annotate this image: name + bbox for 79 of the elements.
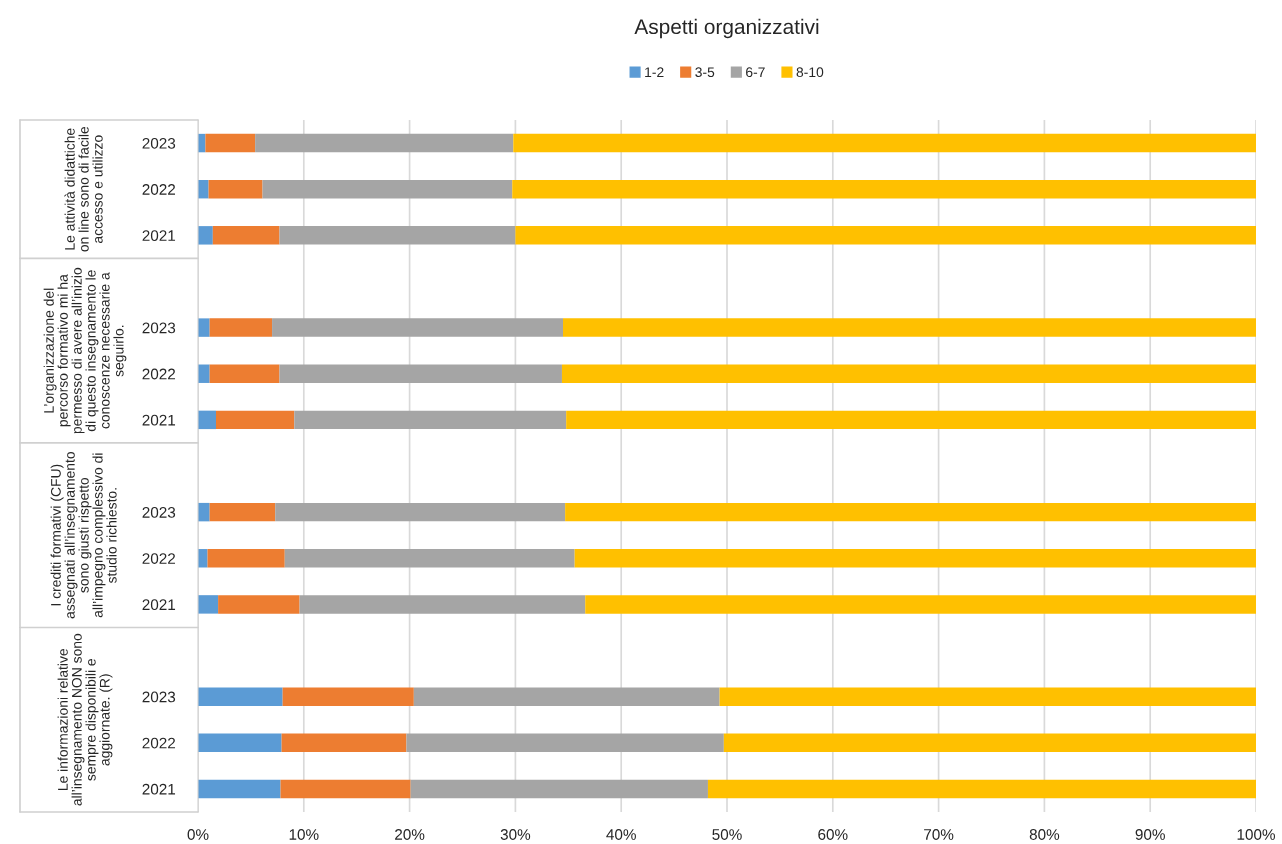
x-tick-label: 0% xyxy=(187,829,209,840)
legend-label: 1-2 xyxy=(645,67,664,77)
chart-title: Aspetti organizzativi xyxy=(634,18,819,39)
bar xyxy=(198,733,282,753)
y-tick-label: 2021 xyxy=(142,783,176,795)
x-tick-label: 20% xyxy=(395,829,425,840)
legend-label: 3-5 xyxy=(695,67,715,78)
bar xyxy=(561,364,1256,383)
legend-label: 8-10 xyxy=(796,67,824,78)
x-tick-label: 100% xyxy=(1237,829,1275,840)
bar xyxy=(209,502,276,522)
bar xyxy=(255,133,514,153)
y-tick-label: 2021 xyxy=(142,414,176,426)
text: I crediti formativi (CFU) assegnati all’insegnamento sono giusti rispetto all’impegno complessivo di studio richiesto. xyxy=(50,452,117,619)
y-tick-label: 2022 xyxy=(142,553,176,564)
x-tick-label: 60% xyxy=(818,829,848,840)
y-tick-label: 2022 xyxy=(142,737,176,749)
bar xyxy=(198,595,219,614)
bar xyxy=(566,410,1256,430)
bar xyxy=(262,179,513,199)
bar xyxy=(198,364,210,383)
bar xyxy=(215,410,295,430)
bar xyxy=(299,595,586,614)
x-tick-label: 10% xyxy=(289,829,319,840)
bar xyxy=(512,179,1256,199)
y-tick-label: 2021 xyxy=(142,599,176,611)
bar xyxy=(563,318,1256,337)
bar xyxy=(198,502,210,522)
x-tick-label: 30% xyxy=(500,829,531,840)
y-tick-label: 2023 xyxy=(142,691,176,703)
bar xyxy=(208,179,263,199)
legend-label: 6-7 xyxy=(746,67,765,78)
bar xyxy=(209,318,273,337)
bar xyxy=(282,687,414,706)
bar xyxy=(719,687,1256,706)
y-tick-label: 2022 xyxy=(142,184,176,195)
bar xyxy=(198,226,213,245)
bar xyxy=(515,226,1256,245)
bar xyxy=(212,226,280,245)
y-tick-label: 2023 xyxy=(142,507,176,518)
bar xyxy=(198,549,208,568)
y-tick-label: 2023 xyxy=(142,137,176,149)
bar xyxy=(198,687,283,706)
x-tick-label: 40% xyxy=(606,829,636,840)
bar xyxy=(198,410,216,430)
y-tick-label: 2022 xyxy=(142,368,176,380)
bar xyxy=(574,549,1256,568)
x-tick-label: 50% xyxy=(712,829,742,840)
bar xyxy=(281,733,407,753)
bar xyxy=(284,549,575,568)
bar xyxy=(198,318,210,337)
text: L’organizzazione del percorso formativo mi ha permesso di avere all’inizio di questo insegnamento le conoscenze necessarie a seguirlo. xyxy=(43,267,127,434)
bar xyxy=(209,364,280,383)
text: Le attività didattiche on line sono di facile accesso e utilizzo xyxy=(64,126,103,252)
bar xyxy=(198,779,281,799)
bar xyxy=(413,687,720,706)
y-tick-label: 2023 xyxy=(142,322,176,334)
bar xyxy=(565,502,1256,522)
bar xyxy=(279,364,562,383)
bar xyxy=(410,779,708,799)
x-tick-label: 80% xyxy=(1029,829,1060,840)
bar xyxy=(513,133,1256,153)
bar xyxy=(198,179,209,199)
text: Le informazioni relative all’insegnamento NON sono sempre disponibili e aggiornate. (R) xyxy=(57,633,113,806)
bar xyxy=(272,318,564,337)
bar xyxy=(723,733,1256,753)
bar xyxy=(279,226,516,245)
bar xyxy=(205,133,256,153)
bar xyxy=(406,733,724,753)
bar xyxy=(207,549,285,568)
x-tick-label: 70% xyxy=(924,829,954,840)
bar xyxy=(218,595,300,614)
y-tick-label: 2021 xyxy=(142,230,176,242)
bar xyxy=(280,779,411,799)
x-tick-label: 90% xyxy=(1135,829,1165,840)
bar xyxy=(275,502,566,522)
bar xyxy=(585,595,1256,614)
bar xyxy=(294,410,567,430)
bar xyxy=(707,779,1256,799)
